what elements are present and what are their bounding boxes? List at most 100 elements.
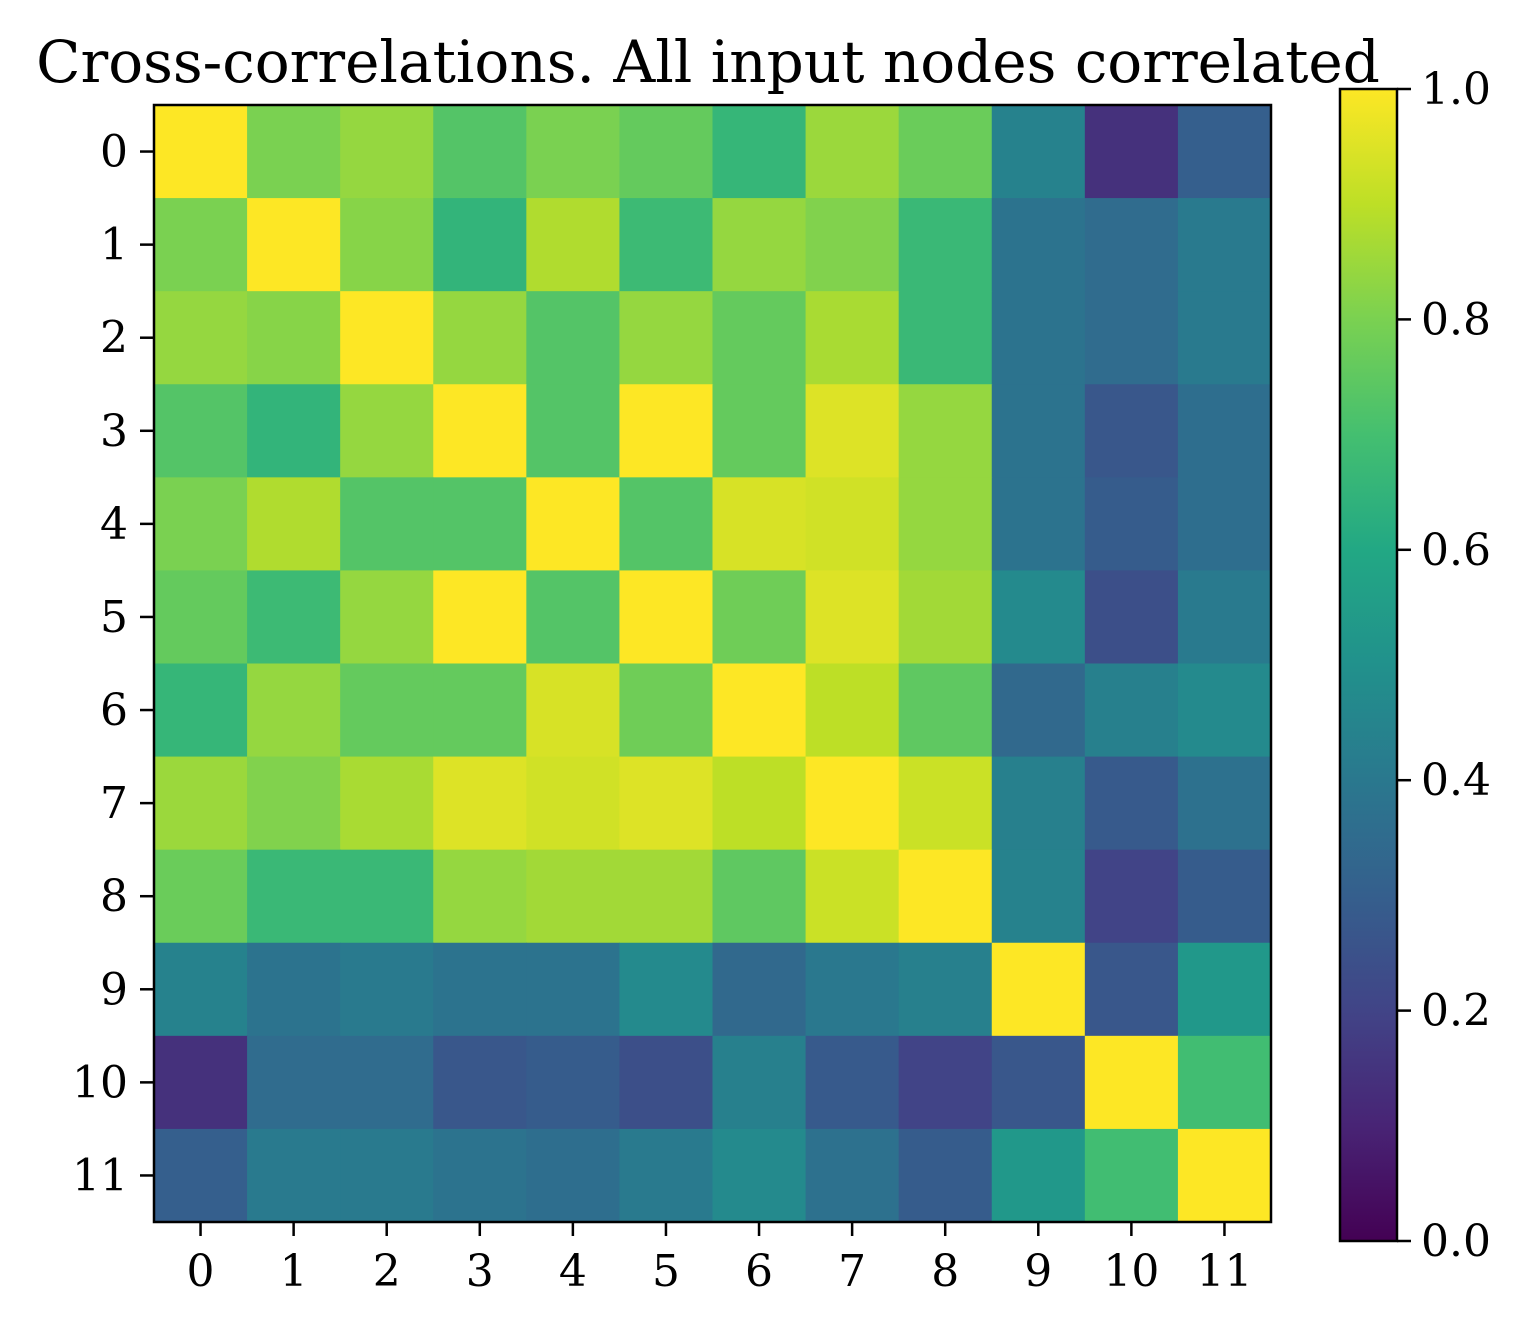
heatmap-cell-5-7 xyxy=(805,570,900,665)
heatmap-cell-10-3 xyxy=(433,1035,527,1130)
heatmap-cell-11-10 xyxy=(1084,1128,1179,1223)
heatmap-cell-10-9 xyxy=(991,1035,1086,1130)
heatmap-cell-7-8 xyxy=(898,756,993,851)
heatmap-cells xyxy=(154,105,1272,1223)
heatmap-cell-11-8 xyxy=(898,1128,993,1223)
heatmap-cell-9-7 xyxy=(805,942,900,1037)
heatmap-cell-6-9 xyxy=(991,663,1086,758)
colorbar-tick-label: 1.0 xyxy=(1421,64,1491,115)
heatmap-cell-3-7 xyxy=(805,384,900,478)
heatmap-cell-1-9 xyxy=(991,198,1086,292)
heatmap-cell-5-3 xyxy=(433,570,527,665)
heatmap-cell-0-3 xyxy=(433,105,527,199)
y-tick-label: 8 xyxy=(100,871,128,922)
y-axis-ticks: 0 1 2 3 4 5 6 7 8 9 10 11 xyxy=(72,127,154,1201)
heatmap-cell-3-4 xyxy=(526,384,621,478)
heatmap-cell-5-10 xyxy=(1084,570,1179,665)
heatmap-cell-3-0 xyxy=(154,384,248,478)
heatmap-cell-6-2 xyxy=(340,663,434,758)
heatmap-cell-1-4 xyxy=(526,198,621,292)
y-tick-label: 2 xyxy=(100,313,128,364)
x-tick-label: 3 xyxy=(466,1246,494,1297)
y-tick-label: 0 xyxy=(100,127,128,178)
heatmap-cell-2-11 xyxy=(1177,291,1272,385)
heatmap-cell-9-0 xyxy=(154,942,248,1037)
heatmap-cell-2-9 xyxy=(991,291,1086,385)
y-tick-label: 5 xyxy=(100,592,128,643)
heatmap-cell-3-1 xyxy=(247,384,341,478)
heatmap-cell-11-0 xyxy=(154,1128,248,1223)
heatmap-cell-3-5 xyxy=(619,384,714,478)
heatmap-cell-0-5 xyxy=(619,105,714,199)
heatmap-cell-5-9 xyxy=(991,570,1086,665)
heatmap-cell-6-7 xyxy=(805,663,900,758)
heatmap-cell-6-10 xyxy=(1084,663,1179,758)
heatmap-cell-10-6 xyxy=(712,1035,807,1130)
colorbar-tick-label: 0.4 xyxy=(1421,755,1491,806)
x-tick-label: 9 xyxy=(1024,1246,1052,1297)
heatmap-cell-3-3 xyxy=(433,384,527,478)
heatmap-cell-8-7 xyxy=(805,849,900,944)
heatmap-cell-1-5 xyxy=(619,198,714,292)
y-tick-label: 1 xyxy=(100,220,128,271)
heatmap-cell-1-3 xyxy=(433,198,527,292)
heatmap-cell-1-7 xyxy=(805,198,900,292)
heatmap-cell-7-10 xyxy=(1084,756,1179,851)
heatmap-cell-6-8 xyxy=(898,663,993,758)
heatmap-cell-3-9 xyxy=(991,384,1086,478)
heatmap-cell-0-10 xyxy=(1084,105,1179,199)
colorbar-tick-label: 0.8 xyxy=(1421,294,1491,345)
heatmap-cell-2-0 xyxy=(154,291,248,385)
heatmap-cell-2-8 xyxy=(898,291,993,385)
heatmap-cell-4-8 xyxy=(898,477,993,572)
heatmap-cell-10-11 xyxy=(1177,1035,1272,1130)
heatmap-cell-9-6 xyxy=(712,942,807,1037)
heatmap-cell-5-11 xyxy=(1177,570,1272,665)
heatmap-cell-1-0 xyxy=(154,198,248,292)
heatmap-cell-0-11 xyxy=(1177,105,1272,199)
heatmap-cell-4-5 xyxy=(619,477,714,572)
heatmap-cell-8-3 xyxy=(433,849,527,944)
heatmap-cell-8-4 xyxy=(526,849,621,944)
heatmap-cell-11-9 xyxy=(991,1128,1086,1223)
heatmap-cell-6-4 xyxy=(526,663,621,758)
x-tick-label: 2 xyxy=(373,1246,401,1297)
heatmap-cell-11-6 xyxy=(712,1128,807,1223)
heatmap-cell-3-8 xyxy=(898,384,993,478)
heatmap-cell-4-9 xyxy=(991,477,1086,572)
heatmap-cell-4-11 xyxy=(1177,477,1272,572)
heatmap-cell-2-4 xyxy=(526,291,621,385)
heatmap-cell-4-1 xyxy=(247,477,341,572)
heatmap-cell-7-5 xyxy=(619,756,714,851)
heatmap-cell-4-2 xyxy=(340,477,434,572)
y-tick-label: 11 xyxy=(72,1150,128,1201)
heatmap-cell-6-3 xyxy=(433,663,527,758)
heatmap-cell-5-5 xyxy=(619,570,714,665)
heatmap-frame xyxy=(152,103,1273,1224)
heatmap-cell-0-9 xyxy=(991,105,1086,199)
heatmap-cell-1-6 xyxy=(712,198,807,292)
y-tick-label: 7 xyxy=(100,778,128,829)
heatmap-cell-5-0 xyxy=(154,570,248,665)
heatmap-cell-2-1 xyxy=(247,291,341,385)
heatmap-cell-9-2 xyxy=(340,942,434,1037)
heatmap-cell-10-10 xyxy=(1084,1035,1179,1130)
x-tick-label: 6 xyxy=(745,1246,773,1297)
heatmap-cell-4-6 xyxy=(712,477,807,572)
heatmap-cell-6-1 xyxy=(247,663,341,758)
heatmap-cell-5-2 xyxy=(340,570,434,665)
heatmap-cell-7-11 xyxy=(1177,756,1272,851)
heatmap-cell-0-7 xyxy=(805,105,900,199)
heatmap-cell-7-7 xyxy=(805,756,900,851)
x-tick-label: 5 xyxy=(652,1246,680,1297)
heatmap-cell-6-6 xyxy=(712,663,807,758)
heatmap-cell-11-3 xyxy=(433,1128,527,1223)
y-tick-label: 3 xyxy=(100,406,128,457)
heatmap-cell-1-1 xyxy=(247,198,341,292)
heatmap-cell-6-11 xyxy=(1177,663,1272,758)
colorbar-tick-label: 0.2 xyxy=(1421,986,1491,1037)
heatmap-cell-2-2 xyxy=(340,291,434,385)
heatmap-cell-3-10 xyxy=(1084,384,1179,478)
heatmap-cell-9-3 xyxy=(433,942,527,1037)
colorbar-frame xyxy=(1338,87,1399,1243)
